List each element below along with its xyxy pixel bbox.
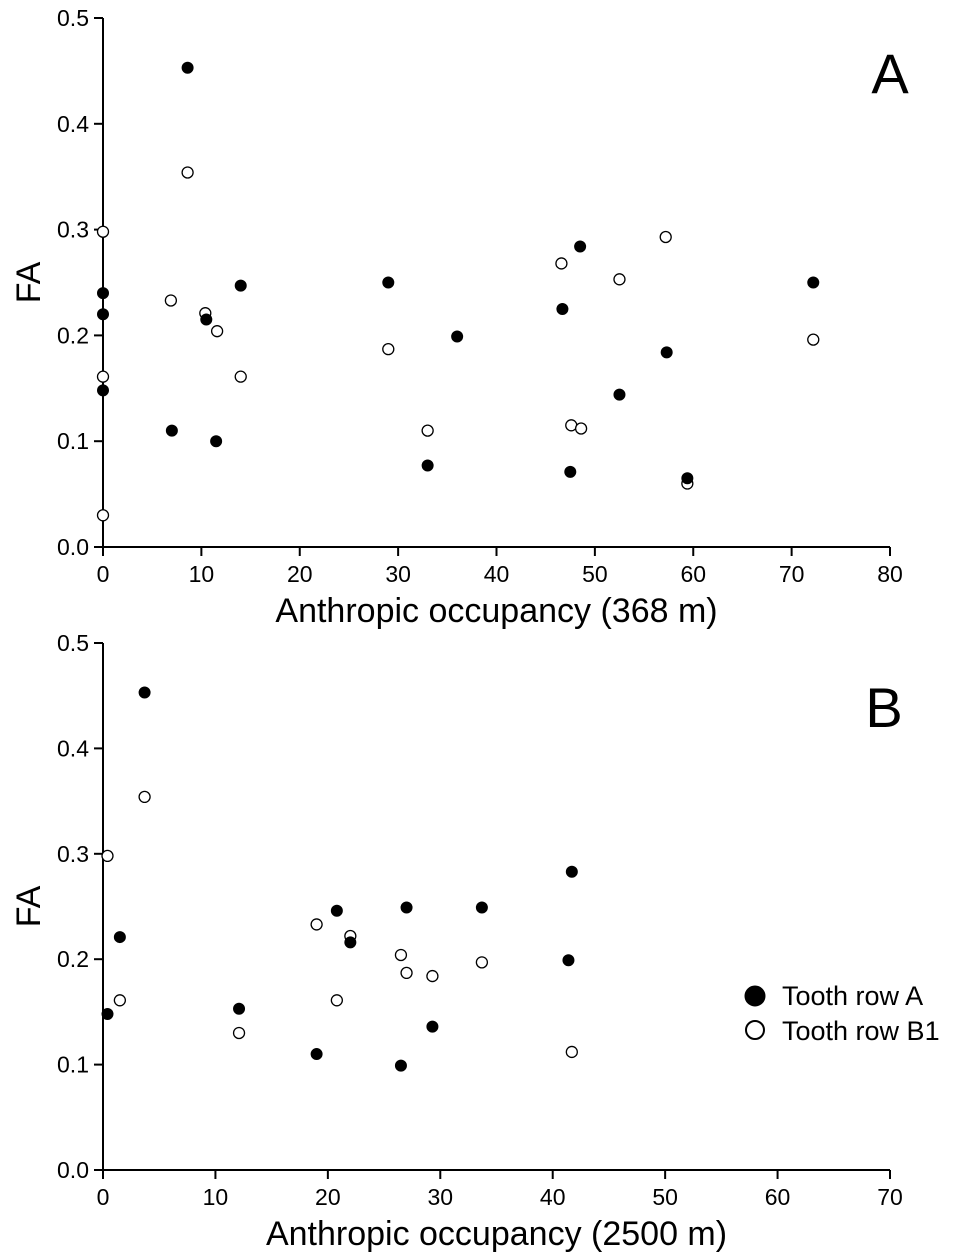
point-tooth-row-a-b xyxy=(101,1008,114,1021)
point-tooth-row-a-b xyxy=(330,904,343,917)
point-tooth-row-a-b xyxy=(344,936,357,949)
x-tick-label-b: 40 xyxy=(540,1184,566,1210)
x-tick-label-b: 50 xyxy=(652,1184,678,1210)
point-tooth-row-a-b xyxy=(562,954,575,967)
x-axis-title-b: Anthropic occupancy (2500 m) xyxy=(266,1215,727,1253)
panel-label-a: A xyxy=(871,42,909,105)
panel-label-b: B xyxy=(865,676,902,739)
x-tick-label-b: 60 xyxy=(765,1184,791,1210)
point-tooth-row-b1-b xyxy=(232,1026,246,1040)
point-tooth-row-a-a xyxy=(660,346,673,359)
y-axis-title-b: FA xyxy=(10,885,48,927)
x-tick-label-a: 20 xyxy=(287,561,313,587)
point-tooth-row-b1-a xyxy=(807,333,820,346)
point-tooth-row-a-a xyxy=(234,279,247,292)
point-tooth-row-a-a xyxy=(564,465,577,478)
x-tick-label-a: 40 xyxy=(484,561,510,587)
legend-marker-tooth-row-a xyxy=(744,985,766,1007)
y-tick-label-b: 0.1 xyxy=(57,1052,89,1078)
point-tooth-row-b1-b xyxy=(400,966,413,980)
point-tooth-row-a-a xyxy=(97,308,109,321)
x-tick-label-a: 60 xyxy=(680,561,706,587)
point-tooth-row-a-a xyxy=(421,459,434,472)
y-tick-label-a: 0.1 xyxy=(57,428,89,454)
y-tick-label-b: 0.0 xyxy=(57,1157,89,1183)
point-tooth-row-b1-a xyxy=(574,422,588,435)
legend-marker-tooth-row-b1 xyxy=(745,1020,765,1040)
point-tooth-row-a-a xyxy=(181,61,194,74)
y-tick-label-a: 0.5 xyxy=(57,5,89,31)
point-tooth-row-b1-a xyxy=(96,225,110,238)
point-tooth-row-b1-b xyxy=(565,1045,578,1059)
point-tooth-row-b1-b xyxy=(475,956,489,969)
point-tooth-row-b1-b xyxy=(394,948,408,962)
x-tick-label-a: 10 xyxy=(189,561,215,587)
x-tick-label-b: 10 xyxy=(203,1184,229,1210)
point-tooth-row-b1-a xyxy=(181,166,194,179)
y-tick-label-a: 0.4 xyxy=(57,111,89,137)
point-tooth-row-a-a xyxy=(97,287,109,300)
point-tooth-row-a-a xyxy=(807,276,820,289)
x-axis-title-a: Anthropic occupancy (368 m) xyxy=(275,592,717,630)
x-tick-label-b: 0 xyxy=(97,1184,110,1210)
point-tooth-row-b1-a xyxy=(555,257,568,270)
point-tooth-row-a-b xyxy=(426,1020,439,1033)
x-tick-label-a: 30 xyxy=(385,561,411,587)
point-tooth-row-a-b xyxy=(233,1002,246,1015)
y-tick-label-b: 0.2 xyxy=(57,946,89,972)
point-tooth-row-b1-a xyxy=(164,294,178,307)
point-tooth-row-a-a xyxy=(574,240,587,253)
point-tooth-row-a-a xyxy=(97,384,109,397)
point-tooth-row-b1-a xyxy=(613,273,626,286)
point-tooth-row-b1-b xyxy=(113,994,127,1007)
y-tick-label-a: 0.0 xyxy=(57,534,89,560)
y-tick-label-a: 0.3 xyxy=(57,217,89,243)
point-tooth-row-a-a xyxy=(613,388,626,401)
point-tooth-row-a-a xyxy=(451,330,464,343)
legend-label-tooth-row-a: Tooth row A xyxy=(782,981,923,1011)
y-tick-label-b: 0.4 xyxy=(57,735,89,761)
x-tick-label-a: 70 xyxy=(779,561,805,587)
panel-a: 0.0 0.1 0.2 0.3 0.4 0.5 0 10 20 30 40 50 60 70 80 Anthr… xyxy=(10,5,909,630)
x-tick-label-b: 20 xyxy=(315,1184,341,1210)
point-tooth-row-b1-b xyxy=(330,994,344,1007)
x-tick-label-a: 80 xyxy=(877,561,903,587)
point-tooth-row-b1-a xyxy=(659,230,672,244)
point-tooth-row-a-b xyxy=(475,901,488,914)
point-tooth-row-b1-a xyxy=(210,325,224,338)
point-tooth-row-a-a xyxy=(210,435,223,448)
y-tick-label-b: 0.3 xyxy=(57,841,89,867)
point-tooth-row-a-b xyxy=(394,1059,407,1072)
point-tooth-row-b1-a xyxy=(421,424,434,437)
x-tick-label-a: 50 xyxy=(582,561,608,587)
point-tooth-row-a-a xyxy=(200,313,213,326)
point-tooth-row-a-a xyxy=(382,276,395,289)
point-tooth-row-b1-a xyxy=(382,343,395,356)
point-tooth-row-b1-b xyxy=(138,790,151,804)
point-tooth-row-b1-b xyxy=(426,969,439,983)
x-tick-label-b: 30 xyxy=(427,1184,453,1210)
point-tooth-row-a-b xyxy=(138,686,151,699)
point-tooth-row-b1-a xyxy=(96,509,110,522)
point-tooth-row-a-a xyxy=(681,472,694,485)
panel-b: 0.0 0.1 0.2 0.3 0.4 0.5 0 10 20 30 40 50 60 70 Anthrop… xyxy=(10,630,903,1253)
point-tooth-row-a-b xyxy=(113,931,126,944)
point-tooth-row-b1-a xyxy=(234,370,247,383)
point-tooth-row-a-a xyxy=(165,424,178,437)
y-tick-label-b: 0.5 xyxy=(57,630,89,656)
point-tooth-row-b1-b xyxy=(101,849,114,863)
legend: Tooth row A Tooth row B1 xyxy=(744,981,940,1046)
point-tooth-row-a-b xyxy=(400,901,413,914)
point-tooth-row-b1-a xyxy=(96,370,110,383)
point-tooth-row-b1-b xyxy=(310,918,323,931)
legend-label-tooth-row-b1: Tooth row B1 xyxy=(782,1016,940,1046)
point-tooth-row-a-b xyxy=(310,1048,323,1061)
y-axis-title-a: FA xyxy=(10,261,48,303)
point-tooth-row-a-a xyxy=(556,302,569,315)
point-tooth-row-a-b xyxy=(565,865,578,878)
x-tick-label-b: 70 xyxy=(877,1184,903,1210)
y-tick-label-a: 0.2 xyxy=(57,322,89,348)
x-tick-label-a: 0 xyxy=(97,561,110,587)
